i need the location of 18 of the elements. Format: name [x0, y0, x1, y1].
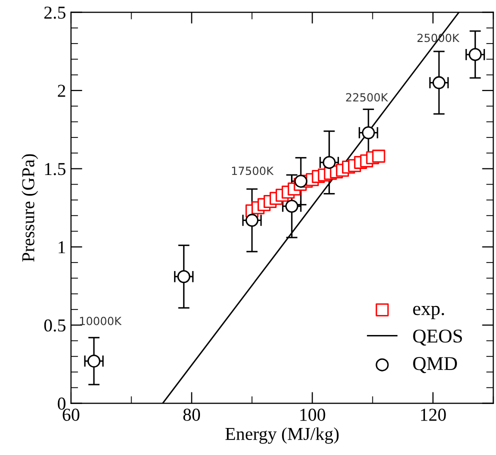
y-tick-label: 2.5	[44, 6, 66, 19]
y-tick-label: 1	[58, 241, 66, 254]
x-tick-label: 120	[421, 408, 446, 421]
annotation: 17500K	[232, 166, 274, 176]
annotation: 10000K	[80, 316, 122, 326]
legend-label: QMD	[413, 357, 457, 374]
x-tick-label: 100	[300, 408, 326, 421]
y-tick-label: 1.5	[45, 163, 66, 176]
legend-label: exp.	[413, 306, 444, 320]
y-axis-title: Pressure (GPa)	[22, 154, 38, 262]
x-tick-label: 60	[62, 408, 80, 421]
y-tick-label: 2	[58, 84, 66, 97]
x-tick-label: 80	[183, 408, 200, 421]
y-tick-label: 0	[58, 398, 66, 410]
x-axis-title: Energy (MJ/kg)	[225, 427, 339, 444]
y-tick-label: 0.5	[44, 319, 66, 332]
legend-label: QEOS	[413, 330, 462, 346]
annotation: 22500K	[346, 93, 388, 102]
